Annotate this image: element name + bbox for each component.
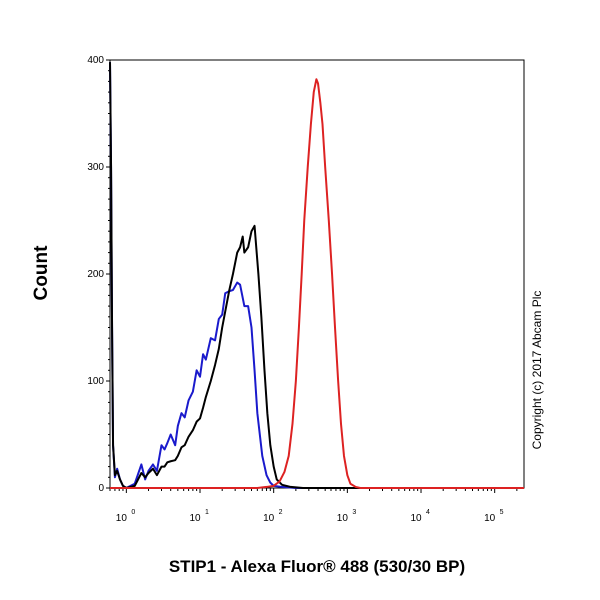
y-tick-label: 300 [87,162,104,173]
x-tick-label: 10 [337,513,349,524]
x-tick-exponent: 2 [279,509,283,516]
copyright-annotation: Copyright (c) 2017 Abcam Plc [530,291,544,450]
x-tick-label: 10 [116,513,128,524]
series-line-2 [109,62,524,489]
y-axis-label: Count [31,245,52,301]
plot-frame [109,59,525,489]
y-tick-label: 200 [87,269,104,280]
series-line-3 [110,78,524,489]
y-tick-label: 0 [98,483,104,494]
x-tick-exponent: 1 [205,509,209,516]
series-layer [109,62,524,489]
x-tick-label: 10 [263,513,275,524]
x-tick-exponent: 0 [131,509,135,516]
x-axis-label: STIP1 - Alexa Fluor® 488 (530/30 BP) [169,557,465,576]
y-tick-label: 400 [87,55,104,66]
y-tick-label: 100 [87,376,104,387]
x-tick-label: 10 [189,513,201,524]
y-axis: 0 100 200 300 400 [87,55,110,494]
x-tick-label: 10 [484,513,496,524]
x-tick-exponent: 4 [426,509,430,516]
x-tick-label: 10 [410,513,422,524]
x-tick-exponent: 3 [352,509,356,516]
x-tick-exponent: 5 [500,509,504,516]
